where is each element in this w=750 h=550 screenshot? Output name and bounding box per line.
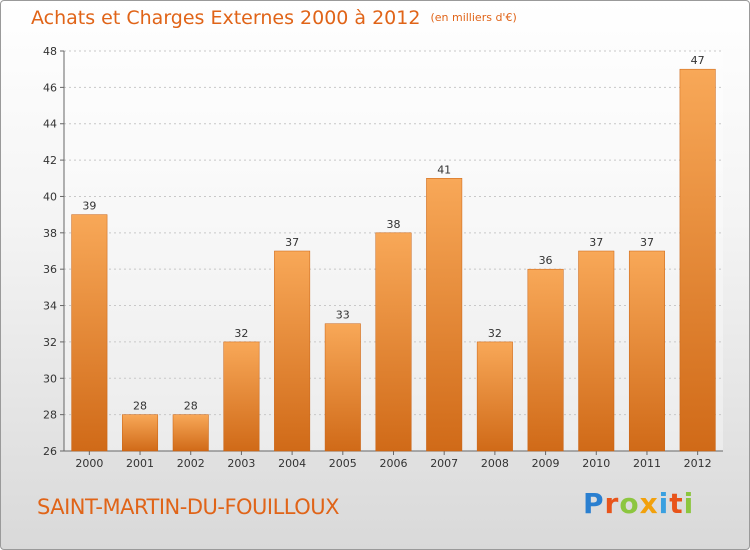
x-tick-label: 2009 bbox=[532, 457, 560, 470]
x-tick-label: 2004 bbox=[278, 457, 306, 470]
brand-letter: i bbox=[658, 487, 670, 520]
bar-2007 bbox=[426, 178, 463, 452]
bar-2009 bbox=[527, 268, 564, 452]
data-label-2006: 38 bbox=[387, 218, 401, 231]
x-tick-label: 2005 bbox=[329, 457, 357, 470]
tick-labels: 26 28 30 32 34 36 38 40 42 44 46 48 2000 2001 2002 2003… bbox=[43, 45, 712, 470]
y-tick-label: 42 bbox=[43, 154, 57, 167]
y-tick-label: 36 bbox=[43, 263, 57, 276]
data-label-2002: 28 bbox=[184, 400, 198, 413]
x-tick-label: 2010 bbox=[582, 457, 610, 470]
x-tick-label: 2006 bbox=[380, 457, 408, 470]
brand-letter: P bbox=[583, 487, 605, 520]
bar-2003 bbox=[223, 341, 260, 452]
bar-2006 bbox=[375, 232, 412, 452]
brand-letter: r bbox=[604, 487, 620, 520]
y-tick-label: 38 bbox=[43, 227, 57, 240]
bars bbox=[71, 68, 716, 452]
bar-2002 bbox=[172, 414, 209, 452]
y-tick-label: 44 bbox=[43, 118, 57, 131]
data-label-2007: 41 bbox=[437, 163, 451, 176]
data-label-2004: 37 bbox=[285, 236, 299, 249]
data-label-2009: 36 bbox=[539, 254, 553, 267]
town-name: SAINT-MARTIN-DU-FOUILLOUX bbox=[37, 495, 340, 519]
bar-2001 bbox=[122, 414, 159, 452]
data-labels: 39 28 28 32 37 33 38 41 32 36 37 37 47 bbox=[82, 54, 704, 412]
x-tick-label: 2002 bbox=[177, 457, 205, 470]
data-label-2000: 39 bbox=[82, 200, 96, 213]
brand-letter: x bbox=[639, 487, 659, 520]
data-label-2011: 37 bbox=[640, 236, 654, 249]
x-tick-label: 2007 bbox=[430, 457, 458, 470]
y-tick-label: 40 bbox=[43, 190, 57, 203]
title-text: Achats et Charges Externes 2000 à 2012 bbox=[31, 7, 421, 29]
y-tick-label: 26 bbox=[43, 445, 57, 458]
data-label-2001: 28 bbox=[133, 400, 147, 413]
x-tick-label: 2000 bbox=[75, 457, 103, 470]
bar-2000 bbox=[71, 214, 108, 452]
x-tick-label: 2012 bbox=[684, 457, 712, 470]
proxiti-logo: Proxiti bbox=[583, 487, 694, 520]
y-tick-label: 30 bbox=[43, 372, 57, 385]
bar-2004 bbox=[274, 250, 311, 452]
data-label-2005: 33 bbox=[336, 309, 350, 322]
bar-2005 bbox=[324, 323, 361, 452]
bar-2012 bbox=[679, 68, 716, 452]
y-tick-label: 48 bbox=[43, 45, 57, 58]
brand-letter: i bbox=[683, 487, 695, 520]
brand-letter: t bbox=[669, 487, 684, 520]
chart-title: Achats et Charges Externes 2000 à 2012 (e… bbox=[31, 7, 517, 29]
y-tick-label: 28 bbox=[43, 409, 57, 422]
data-label-2003: 32 bbox=[234, 327, 248, 340]
brand-letter: o bbox=[619, 487, 640, 520]
y-tick-label: 32 bbox=[43, 336, 57, 349]
title-unit: (en milliers d'€) bbox=[430, 11, 517, 24]
bar-2008 bbox=[476, 341, 513, 452]
x-tick-label: 2003 bbox=[227, 457, 255, 470]
data-label-2008: 32 bbox=[488, 327, 502, 340]
bar-2010 bbox=[578, 250, 615, 452]
data-label-2010: 37 bbox=[589, 236, 603, 249]
y-tick-label: 46 bbox=[43, 81, 57, 94]
data-label-2012: 47 bbox=[691, 54, 705, 67]
bar-2011 bbox=[628, 250, 665, 452]
x-tick-label: 2001 bbox=[126, 457, 154, 470]
x-tick-label: 2011 bbox=[633, 457, 661, 470]
y-tick-label: 34 bbox=[43, 300, 57, 313]
x-tick-label: 2008 bbox=[481, 457, 509, 470]
